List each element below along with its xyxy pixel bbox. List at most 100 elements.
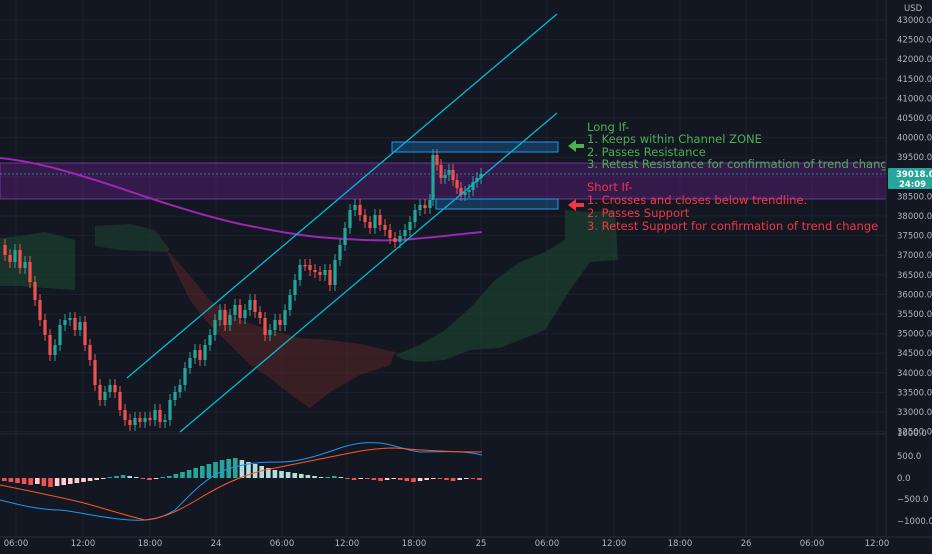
time-tick-label: 06:00 bbox=[4, 539, 29, 549]
candle-body bbox=[373, 215, 377, 228]
candle-body bbox=[188, 358, 192, 368]
macd-bar bbox=[173, 474, 179, 478]
macd-bar bbox=[193, 468, 198, 478]
short-line-1: 1. Crosses and closes below trendline. bbox=[587, 193, 807, 207]
resistance-zone bbox=[0, 162, 887, 200]
candle-body bbox=[173, 392, 177, 400]
candle-body bbox=[23, 262, 27, 268]
macd-tick-label: 0.0 bbox=[897, 474, 911, 484]
price-tick-label: 38500.0 bbox=[897, 192, 932, 202]
cloud-green-mid bbox=[95, 224, 170, 252]
macd-tick-label: −500.0 bbox=[897, 495, 928, 505]
currency-label: USD bbox=[904, 4, 923, 14]
support-box[interactable] bbox=[435, 198, 559, 210]
macd-bar bbox=[404, 478, 410, 481]
candle-body bbox=[163, 420, 167, 422]
candle-body bbox=[439, 165, 443, 178]
candle-body bbox=[398, 236, 402, 242]
macd-bar bbox=[332, 476, 337, 478]
trend-channel[interactable] bbox=[126, 13, 558, 433]
cloud-red-mid bbox=[165, 248, 395, 408]
candle-body bbox=[479, 174, 483, 178]
candle-body bbox=[103, 392, 107, 400]
candle-body bbox=[158, 410, 162, 422]
price-tick-label: 36500.0 bbox=[897, 271, 932, 281]
time-tick-label: 18:00 bbox=[402, 539, 427, 549]
time-axis-labels[interactable]: 06:00 12:00 18:00 24 06:00 12:00 18:00 25 06:00 1… bbox=[4, 539, 890, 549]
price-axis-labels[interactable]: 43000.0 42500.0 42000.0 41500.0 41000.0 40500… bbox=[897, 16, 932, 438]
candle-body bbox=[378, 215, 382, 225]
candle-body bbox=[3, 245, 7, 255]
macd-axis-labels[interactable]: 1000.0 500.0 0.0 −500.0 −1000.0 bbox=[897, 429, 932, 527]
macd-bar bbox=[444, 478, 449, 480]
candle-body bbox=[358, 205, 362, 215]
macd-bar bbox=[61, 478, 66, 485]
current-price-value: 39018.0 bbox=[896, 170, 932, 180]
macd-bar bbox=[107, 477, 113, 478]
price-tick-label: 39500.0 bbox=[897, 153, 932, 163]
price-tick-label: 35000.0 bbox=[897, 330, 932, 340]
candle-body bbox=[48, 335, 52, 355]
current-price-badge: 39018.0 24:09 bbox=[888, 168, 932, 190]
macd-bar bbox=[299, 474, 304, 478]
candle-body bbox=[223, 310, 227, 325]
time-tick-label: 06:00 bbox=[535, 539, 560, 549]
macd-tick-label: −1000.0 bbox=[897, 517, 932, 527]
candle-body bbox=[428, 200, 432, 208]
price-tick-label: 42500.0 bbox=[897, 36, 932, 46]
candle-body bbox=[128, 420, 132, 425]
candle-body bbox=[168, 400, 172, 420]
candle-body bbox=[233, 305, 237, 315]
macd-bar bbox=[371, 478, 377, 480]
macd-bar bbox=[68, 478, 73, 484]
macd-bar bbox=[266, 468, 271, 478]
candle-body bbox=[213, 320, 217, 335]
candle-body bbox=[403, 230, 407, 236]
candle-body bbox=[108, 385, 112, 392]
long-annotation: Long If- 1. Keeps within Channel ZONE 2.… bbox=[587, 120, 895, 171]
macd-bar bbox=[54, 478, 60, 486]
macd-bar bbox=[28, 478, 33, 485]
macd-bar bbox=[180, 472, 185, 478]
macd-tick-label: 500.0 bbox=[897, 452, 921, 462]
macd-bar bbox=[378, 478, 383, 481]
macd-bar bbox=[206, 464, 212, 478]
price-tick-label: 37500.0 bbox=[897, 232, 932, 242]
candle-body bbox=[58, 325, 62, 345]
macd-bar bbox=[213, 462, 218, 478]
time-tick-label: 18:00 bbox=[668, 539, 693, 549]
candle-body bbox=[208, 335, 212, 345]
candle-body bbox=[243, 310, 247, 318]
macd-bar bbox=[120, 475, 126, 478]
time-tick-label: 18:00 bbox=[138, 539, 163, 549]
candle-body bbox=[203, 345, 207, 360]
candle-body bbox=[193, 350, 197, 358]
countdown-value: 24:09 bbox=[899, 180, 926, 190]
macd-bar bbox=[279, 471, 284, 478]
time-tick-label: 12:00 bbox=[865, 539, 890, 549]
candle-body bbox=[53, 345, 57, 355]
macd-bar bbox=[338, 477, 344, 478]
macd-bar bbox=[153, 478, 159, 479]
channel-upper-line[interactable] bbox=[126, 13, 558, 379]
long-arrow-icon bbox=[568, 140, 584, 152]
resistance-box[interactable] bbox=[391, 141, 559, 153]
price-tick-label: 32500.0 bbox=[897, 428, 932, 438]
long-title: Long If- bbox=[587, 120, 629, 134]
candle-body bbox=[459, 188, 463, 195]
macd-bar bbox=[252, 464, 258, 478]
macd-bar bbox=[127, 476, 132, 478]
candle-body bbox=[288, 295, 292, 310]
candle-body bbox=[463, 192, 467, 195]
candle-body bbox=[148, 418, 152, 420]
channel-lower-line[interactable] bbox=[179, 112, 558, 433]
cloud-green-right bbox=[395, 210, 618, 362]
candle-body bbox=[88, 345, 92, 360]
candle-body bbox=[363, 215, 367, 222]
candle-body bbox=[338, 245, 342, 260]
macd-bar bbox=[312, 476, 317, 478]
candle-body bbox=[455, 180, 459, 188]
time-tick-label: 25 bbox=[476, 539, 487, 549]
